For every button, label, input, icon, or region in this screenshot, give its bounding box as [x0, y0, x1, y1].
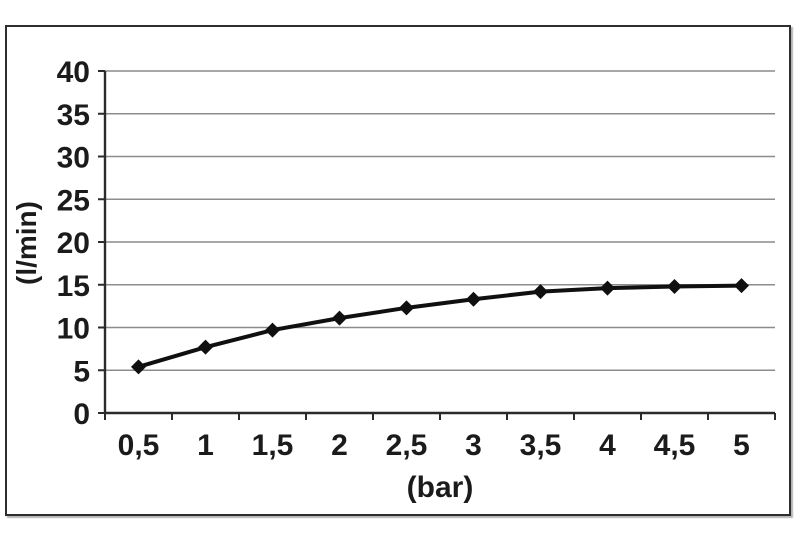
y-tick-label-30: 30 [57, 142, 90, 175]
x-tick-label-2: 1,5 [252, 429, 294, 462]
y-tick-label-0: 0 [73, 398, 90, 431]
data-point-marker-2 [265, 322, 280, 338]
x-tick-label-6: 3,5 [520, 429, 562, 462]
y-tick-label-40: 40 [57, 56, 90, 89]
x-axis-title: (bar) [406, 471, 474, 504]
data-point-marker-7 [600, 280, 615, 296]
data-point-marker-4 [399, 300, 414, 316]
y-tick-label-5: 5 [73, 355, 90, 388]
y-tick-label-35: 35 [57, 99, 90, 132]
x-tick-label-1: 1 [197, 429, 214, 462]
data-point-marker-8 [667, 278, 682, 294]
outer-border-frame [5, 25, 791, 516]
x-tick-label-9: 5 [733, 429, 750, 462]
x-tick-label-8: 4,5 [654, 429, 696, 462]
y-axis-title: (l/min) [11, 201, 42, 285]
y-tick-label-15: 15 [57, 270, 90, 303]
x-tick-label-0: 0,5 [118, 429, 160, 462]
x-tick-label-4: 2,5 [386, 429, 428, 462]
y-tick-label-25: 25 [57, 184, 90, 217]
data-point-marker-3 [332, 310, 347, 326]
x-tick-label-7: 4 [599, 429, 616, 462]
data-point-marker-1 [198, 339, 213, 355]
x-tick-label-5: 3 [465, 429, 482, 462]
y-tick-label-10: 10 [57, 313, 90, 346]
data-point-marker-6 [533, 284, 548, 300]
x-tick-label-3: 2 [331, 429, 348, 462]
data-point-marker-9 [734, 278, 749, 294]
data-point-marker-0 [131, 359, 146, 375]
y-tick-label-20: 20 [57, 227, 90, 260]
flow-series-line [137, 283, 742, 369]
data-point-marker-5 [466, 291, 481, 307]
